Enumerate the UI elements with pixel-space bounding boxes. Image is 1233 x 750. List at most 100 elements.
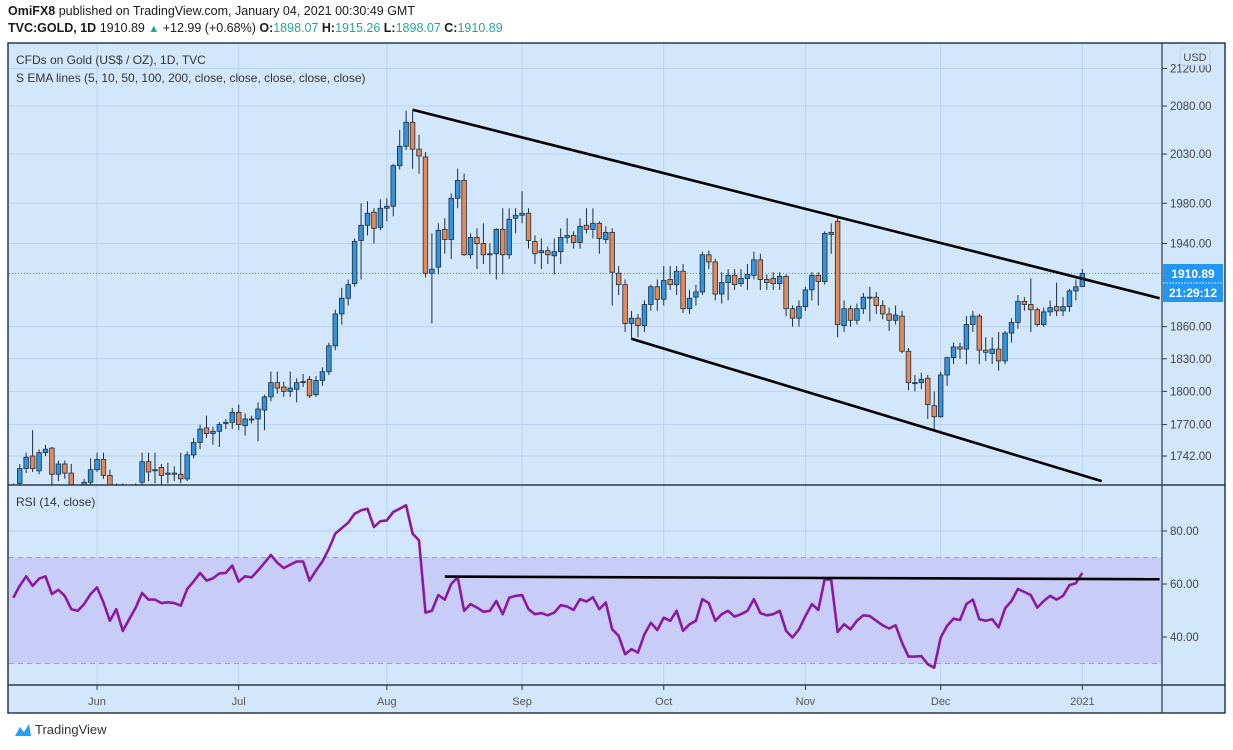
close-value: 1910.89 — [457, 21, 503, 35]
currency-badge[interactable] — [1179, 47, 1211, 66]
axes: Jun Jul Aug Sep Oct Nov Dec 2021 2120.00 2080.00 2… — [88, 63, 1211, 708]
candle-up — [699, 254, 706, 293]
candle-down — [68, 472, 74, 485]
candle-up — [197, 428, 203, 443]
candle-up — [802, 289, 809, 308]
publish-info: OmiFX8 published on TradingView.com, Jan… — [8, 4, 415, 18]
candle-up — [268, 382, 274, 398]
candle-down — [422, 156, 429, 274]
candle-down — [764, 279, 770, 283]
candle-down — [62, 463, 68, 474]
candle-down — [880, 305, 886, 315]
candle-up — [719, 282, 725, 295]
candle-up — [738, 278, 744, 285]
trendlines[interactable] — [412, 108, 1160, 483]
candle-up — [319, 371, 326, 381]
tradingview-logo[interactable]: TradingView — [14, 722, 107, 737]
price-axis-label: 2120.00 — [1170, 63, 1212, 75]
candle-up — [326, 345, 332, 373]
candle-up — [17, 468, 23, 484]
candle-up — [1066, 290, 1073, 308]
candle-down — [789, 308, 796, 319]
rsi-band-fill — [9, 557, 1162, 664]
candle-down — [770, 278, 776, 285]
candle-down — [49, 447, 55, 475]
candle-down — [995, 348, 1002, 362]
candle-up — [139, 461, 145, 483]
candle-down — [203, 427, 210, 434]
candle-up — [828, 231, 834, 235]
candle-up — [165, 472, 171, 475]
candle-up — [854, 308, 860, 321]
candle-down — [1028, 304, 1034, 311]
candle-down — [500, 228, 506, 256]
open-label: O: — [259, 21, 274, 35]
candle-up — [776, 275, 783, 285]
candle-up — [506, 218, 512, 256]
candle-up — [293, 382, 300, 390]
candle-up — [912, 382, 918, 385]
rsi-indicator-label[interactable]: RSI (14, close) — [16, 495, 95, 509]
candle-up — [435, 229, 442, 268]
price-axis-label: 1830.00 — [1170, 354, 1212, 366]
candle-up — [396, 145, 403, 167]
candle-down — [976, 315, 982, 351]
symbol-name: TVC:GOLD, 1D — [8, 21, 97, 35]
last-price: 1910.89 — [99, 21, 145, 35]
candle-up — [454, 180, 461, 199]
rsi-trendline — [444, 575, 1160, 581]
candle-up — [892, 314, 899, 321]
candle-up — [512, 214, 519, 219]
symbol-info: TVC:GOLD, 1D 1910.89 ▲ +12.99 (+0.68%) O… — [8, 21, 503, 35]
publish-text: published on TradingView.com, January 04… — [55, 4, 415, 18]
candle-up — [686, 297, 693, 310]
candle-up — [36, 452, 42, 472]
candle-up — [937, 374, 944, 418]
candle-down — [306, 378, 313, 397]
candle-up — [1015, 300, 1021, 323]
candle-up — [300, 381, 306, 384]
candle-down — [783, 275, 789, 310]
candle-up — [216, 424, 223, 432]
chart-title: CFDs on Gold (US$ / OZ), 1D, TVC — [16, 53, 206, 67]
low-value: 1898.07 — [395, 21, 441, 35]
price-change: +12.99 (+0.68%) — [162, 21, 256, 35]
brand-name: TradingView — [35, 722, 107, 737]
candle-up — [152, 469, 158, 472]
candle-up — [248, 418, 255, 421]
candle-up — [551, 251, 557, 257]
candle-up — [229, 411, 235, 423]
candle-up — [223, 421, 229, 424]
price-axis-label: 1860.00 — [1170, 322, 1212, 334]
candle-down — [171, 472, 177, 475]
candle-down — [757, 259, 764, 280]
price-axis-label: 1800.00 — [1170, 386, 1212, 398]
candle-up — [364, 212, 371, 226]
candle-down — [815, 274, 821, 282]
candle-up — [751, 259, 757, 276]
candle-up — [944, 357, 950, 376]
candle-down — [474, 237, 480, 244]
rsi-axis-label: 60.00 — [1170, 579, 1199, 591]
candle-up — [970, 315, 976, 325]
candle-up — [867, 296, 873, 299]
price-axis-label: 2080.00 — [1170, 101, 1212, 113]
candle-down — [622, 284, 628, 324]
candle-up — [384, 205, 390, 209]
candle-up — [255, 408, 261, 420]
author-name[interactable]: OmiFX8 — [8, 4, 56, 18]
candle-up — [577, 225, 583, 243]
candle-up — [725, 274, 731, 283]
candle-down — [1034, 309, 1040, 325]
ema-indicator-label[interactable]: S EMA lines (5, 10, 50, 100, 200, close,… — [16, 71, 366, 85]
candle-up — [950, 346, 957, 359]
candle-down — [654, 286, 660, 300]
bar-countdown: 21:29:12 — [1169, 286, 1217, 300]
candle-up — [564, 235, 570, 238]
candle-down — [680, 270, 686, 310]
candle-up — [1002, 332, 1008, 362]
candle-up — [287, 387, 293, 392]
candle-up — [841, 308, 847, 327]
high-label: H: — [321, 21, 336, 35]
